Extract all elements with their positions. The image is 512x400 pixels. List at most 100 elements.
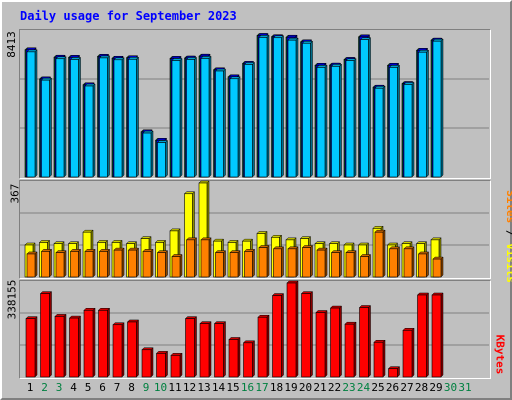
bar-sites-day-26 — [389, 248, 398, 278]
bar-sites-day-22 — [331, 252, 340, 278]
x-tick-day-23: 23 — [342, 381, 356, 394]
bar-pages-day-4-side — [78, 56, 81, 178]
x-tick-day-20: 20 — [298, 381, 313, 394]
bar-sites-day-23 — [345, 252, 355, 278]
bar-pages-day-10 — [157, 142, 166, 178]
bar-pages-day-9 — [142, 132, 152, 178]
y-max-label-kbytes: 338155 — [5, 279, 19, 320]
bar-kbytes-day-8 — [127, 321, 137, 378]
bar-sites-day-6-side — [107, 248, 110, 278]
legend-part-0: KBytes — [493, 334, 507, 375]
bar-sites-day-25 — [374, 231, 384, 278]
bar-kbytes-day-15-side — [237, 336, 241, 378]
bar-kbytes-day-16-side — [252, 340, 255, 378]
bar-kbytes-day-16 — [243, 342, 253, 378]
bar-pages-day-22 — [331, 66, 340, 178]
bar-kbytes-day-1 — [25, 318, 36, 378]
bar-kbytes-day-24 — [359, 307, 369, 378]
bar-pages-day-7 — [113, 59, 123, 178]
bar-sites-day-7 — [113, 249, 123, 278]
bar-kbytes-day-9 — [141, 349, 152, 378]
bar-pages-day-24 — [360, 39, 369, 178]
bar-sites-day-4 — [70, 251, 79, 278]
bar-kbytes-day-10 — [156, 353, 166, 378]
bar-sites-day-14-side — [223, 250, 226, 278]
x-tick-day-21: 21 — [313, 381, 327, 394]
x-tick-day-9: 9 — [142, 381, 150, 394]
bar-pages-day-3-side — [63, 56, 67, 178]
bar-kbytes-day-6-side — [107, 307, 110, 378]
x-tick-day-26: 26 — [385, 381, 400, 394]
x-tick-day-10: 10 — [153, 381, 168, 394]
bar-pages-day-8 — [128, 58, 137, 178]
x-tick-day-8: 8 — [128, 381, 135, 394]
bar-sites-day-12 — [186, 239, 195, 278]
bar-pages-day-26 — [389, 67, 398, 178]
bar-sites-day-18 — [273, 248, 282, 278]
bar-sites-day-9-side — [150, 248, 154, 278]
bar-sites-day-28 — [418, 253, 427, 278]
x-tick-day-19: 19 — [284, 381, 298, 394]
bar-sites-day-10 — [157, 252, 166, 278]
x-tick-day-15: 15 — [226, 381, 240, 394]
bar-kbytes-day-17 — [257, 316, 268, 378]
bar-sites-day-11-side — [179, 253, 183, 278]
bar-pages-day-2 — [41, 79, 50, 178]
bar-kbytes-day-4-side — [78, 315, 81, 378]
bar-kbytes-day-8-side — [136, 319, 139, 378]
bar-sites-day-10-side — [165, 250, 168, 278]
bar-sites-day-5-side — [92, 248, 96, 278]
bar-pages-day-3 — [55, 58, 65, 178]
bar-kbytes-day-13-side — [208, 321, 212, 378]
bar-sites-day-3 — [55, 252, 65, 278]
bar-pages-day-7-side — [121, 57, 125, 178]
bar-pages-day-11-side — [179, 57, 183, 178]
legend-part-1: / — [504, 223, 512, 243]
x-tick-day-6: 6 — [99, 381, 106, 394]
chart-title: Daily usage for September 2023 — [20, 9, 237, 23]
bar-kbytes-day-22 — [330, 307, 340, 378]
bar-sites-day-5 — [84, 251, 94, 278]
bar-kbytes-day-25 — [373, 341, 384, 378]
bar-pages-day-25 — [374, 87, 384, 178]
bar-kbytes-day-6 — [98, 309, 108, 378]
x-tick-day-25: 25 — [371, 381, 385, 394]
bar-pages-day-9-side — [150, 130, 154, 178]
bar-kbytes-day-9-side — [150, 347, 154, 378]
bar-sites-day-29 — [432, 258, 442, 278]
x-tick-day-27: 27 — [400, 381, 414, 394]
legend-sites-visits: Sites / Visits — [504, 190, 512, 283]
bar-pages-day-16-side — [252, 61, 255, 178]
bar-pages-day-23 — [345, 60, 355, 178]
bar-kbytes-day-5-side — [92, 307, 96, 378]
bar-kbytes-day-29 — [431, 294, 442, 378]
x-tick-day-29: 29 — [429, 381, 443, 394]
bar-sites-day-6 — [99, 251, 108, 278]
bar-sites-day-4-side — [78, 248, 81, 278]
bar-sites-day-11 — [171, 256, 181, 278]
bar-pages-day-19 — [287, 39, 297, 178]
bar-sites-day-15 — [229, 252, 239, 278]
y-max-label-visits: 367 — [8, 183, 22, 204]
bar-pages-day-18 — [273, 37, 282, 178]
legend-part-2: Visits — [503, 243, 512, 283]
x-axis-day-labels: 1 2 3 4 5 6 7 8 9 10 11 12 13 14 15 16 17 18 19 20 21 22 23 24 2… — [0, 381, 512, 397]
x-tick-day-12: 12 — [182, 381, 197, 394]
bar-sites-day-13-side — [208, 237, 212, 278]
bar-kbytes-day-18 — [272, 295, 282, 378]
x-tick-day-14: 14 — [211, 381, 226, 394]
bar-kbytes-day-28 — [417, 294, 427, 378]
bar-sites-day-14 — [215, 252, 224, 278]
y-max-label-pages: 8413 — [4, 31, 18, 58]
bar-sites-day-3-side — [63, 250, 67, 278]
bar-pages-day-13 — [200, 58, 210, 178]
bar-kbytes-day-19 — [286, 282, 297, 378]
bar-pages-day-15-side — [237, 76, 241, 178]
x-tick-day-3: 3 — [55, 381, 63, 394]
bar-sites-day-16 — [244, 251, 253, 278]
bar-sites-day-15-side — [237, 250, 241, 278]
bar-pages-day-6 — [99, 57, 108, 178]
legend-kbytes: KBytes — [493, 335, 506, 375]
